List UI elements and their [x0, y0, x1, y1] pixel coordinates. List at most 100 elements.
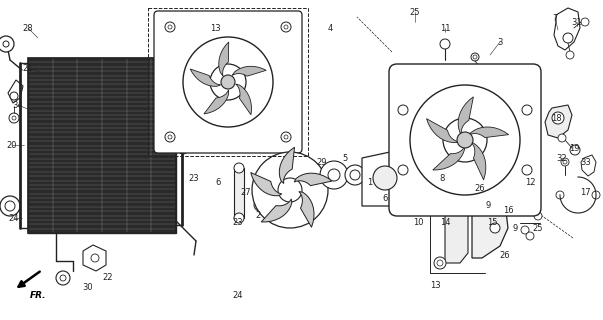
Text: 9: 9 — [513, 223, 517, 233]
Text: 9: 9 — [485, 201, 491, 210]
Polygon shape — [362, 152, 400, 206]
Text: FR.: FR. — [30, 291, 46, 300]
Polygon shape — [470, 142, 486, 180]
Circle shape — [221, 75, 235, 89]
Circle shape — [254, 199, 266, 211]
Circle shape — [561, 158, 569, 166]
Polygon shape — [426, 119, 459, 142]
Circle shape — [522, 105, 532, 115]
Text: 16: 16 — [503, 205, 513, 214]
Text: 6: 6 — [215, 178, 221, 187]
Circle shape — [281, 22, 291, 32]
Circle shape — [10, 92, 18, 100]
Text: 24: 24 — [9, 213, 19, 222]
Circle shape — [563, 33, 573, 43]
Text: 18: 18 — [551, 114, 561, 123]
Polygon shape — [8, 80, 23, 103]
Circle shape — [392, 199, 404, 211]
Circle shape — [257, 202, 263, 208]
Polygon shape — [279, 147, 294, 184]
Circle shape — [189, 37, 195, 43]
Circle shape — [518, 206, 526, 214]
Circle shape — [437, 260, 443, 266]
Text: 20: 20 — [7, 140, 17, 149]
Circle shape — [522, 165, 532, 175]
Text: 1: 1 — [367, 178, 373, 187]
Polygon shape — [545, 105, 572, 138]
Circle shape — [592, 191, 600, 199]
Text: 33: 33 — [581, 157, 592, 166]
Text: 30: 30 — [83, 284, 93, 292]
Bar — [191, 93, 199, 135]
Text: 26: 26 — [475, 183, 485, 193]
Circle shape — [168, 25, 172, 29]
Circle shape — [483, 198, 493, 208]
Circle shape — [3, 41, 9, 47]
Text: 24: 24 — [233, 291, 243, 300]
Polygon shape — [261, 199, 292, 222]
Text: 5: 5 — [343, 154, 347, 163]
Circle shape — [408, 175, 422, 189]
Circle shape — [0, 196, 20, 216]
Circle shape — [552, 112, 564, 124]
Text: 14: 14 — [440, 218, 450, 227]
Circle shape — [56, 271, 70, 285]
Circle shape — [168, 135, 172, 139]
Circle shape — [60, 275, 66, 281]
Bar — [28, 58, 176, 233]
Circle shape — [180, 145, 186, 151]
Circle shape — [473, 55, 477, 59]
Text: 8: 8 — [440, 173, 444, 182]
Text: 21: 21 — [23, 63, 33, 73]
Text: 23: 23 — [233, 218, 244, 227]
Circle shape — [252, 152, 328, 228]
Polygon shape — [190, 69, 221, 86]
Text: 6: 6 — [382, 194, 388, 203]
Text: 25: 25 — [410, 7, 420, 17]
Circle shape — [5, 201, 15, 211]
Bar — [148, 8, 308, 156]
Circle shape — [534, 212, 542, 220]
Text: 34: 34 — [13, 100, 24, 109]
Polygon shape — [299, 192, 314, 227]
Text: 25: 25 — [532, 223, 543, 233]
Circle shape — [234, 163, 244, 173]
Circle shape — [328, 169, 340, 181]
Circle shape — [9, 113, 19, 123]
Circle shape — [177, 142, 189, 154]
Circle shape — [471, 53, 479, 61]
Polygon shape — [236, 84, 251, 115]
Circle shape — [412, 179, 418, 185]
Circle shape — [556, 191, 564, 199]
Circle shape — [320, 161, 348, 189]
Circle shape — [191, 89, 199, 97]
Text: 22: 22 — [103, 274, 113, 283]
Circle shape — [410, 85, 520, 195]
Polygon shape — [219, 42, 229, 76]
FancyBboxPatch shape — [154, 11, 302, 153]
Text: 12: 12 — [525, 178, 535, 187]
Circle shape — [434, 257, 446, 269]
Circle shape — [443, 118, 487, 162]
Circle shape — [278, 178, 302, 202]
Polygon shape — [251, 172, 282, 196]
Circle shape — [165, 132, 175, 142]
Text: 15: 15 — [487, 218, 497, 227]
Text: 11: 11 — [440, 23, 450, 33]
Circle shape — [521, 226, 529, 234]
Circle shape — [0, 36, 14, 52]
Circle shape — [558, 134, 566, 142]
FancyBboxPatch shape — [389, 64, 541, 216]
Text: 2: 2 — [256, 211, 260, 220]
Bar — [234, 168, 244, 218]
Text: 13: 13 — [210, 23, 220, 33]
Polygon shape — [458, 97, 473, 135]
Circle shape — [395, 202, 401, 208]
Text: 29: 29 — [317, 157, 327, 166]
Circle shape — [185, 33, 199, 47]
Circle shape — [526, 232, 534, 240]
Circle shape — [373, 166, 397, 190]
Circle shape — [516, 198, 520, 202]
Text: 13: 13 — [430, 281, 440, 290]
Circle shape — [166, 18, 170, 22]
